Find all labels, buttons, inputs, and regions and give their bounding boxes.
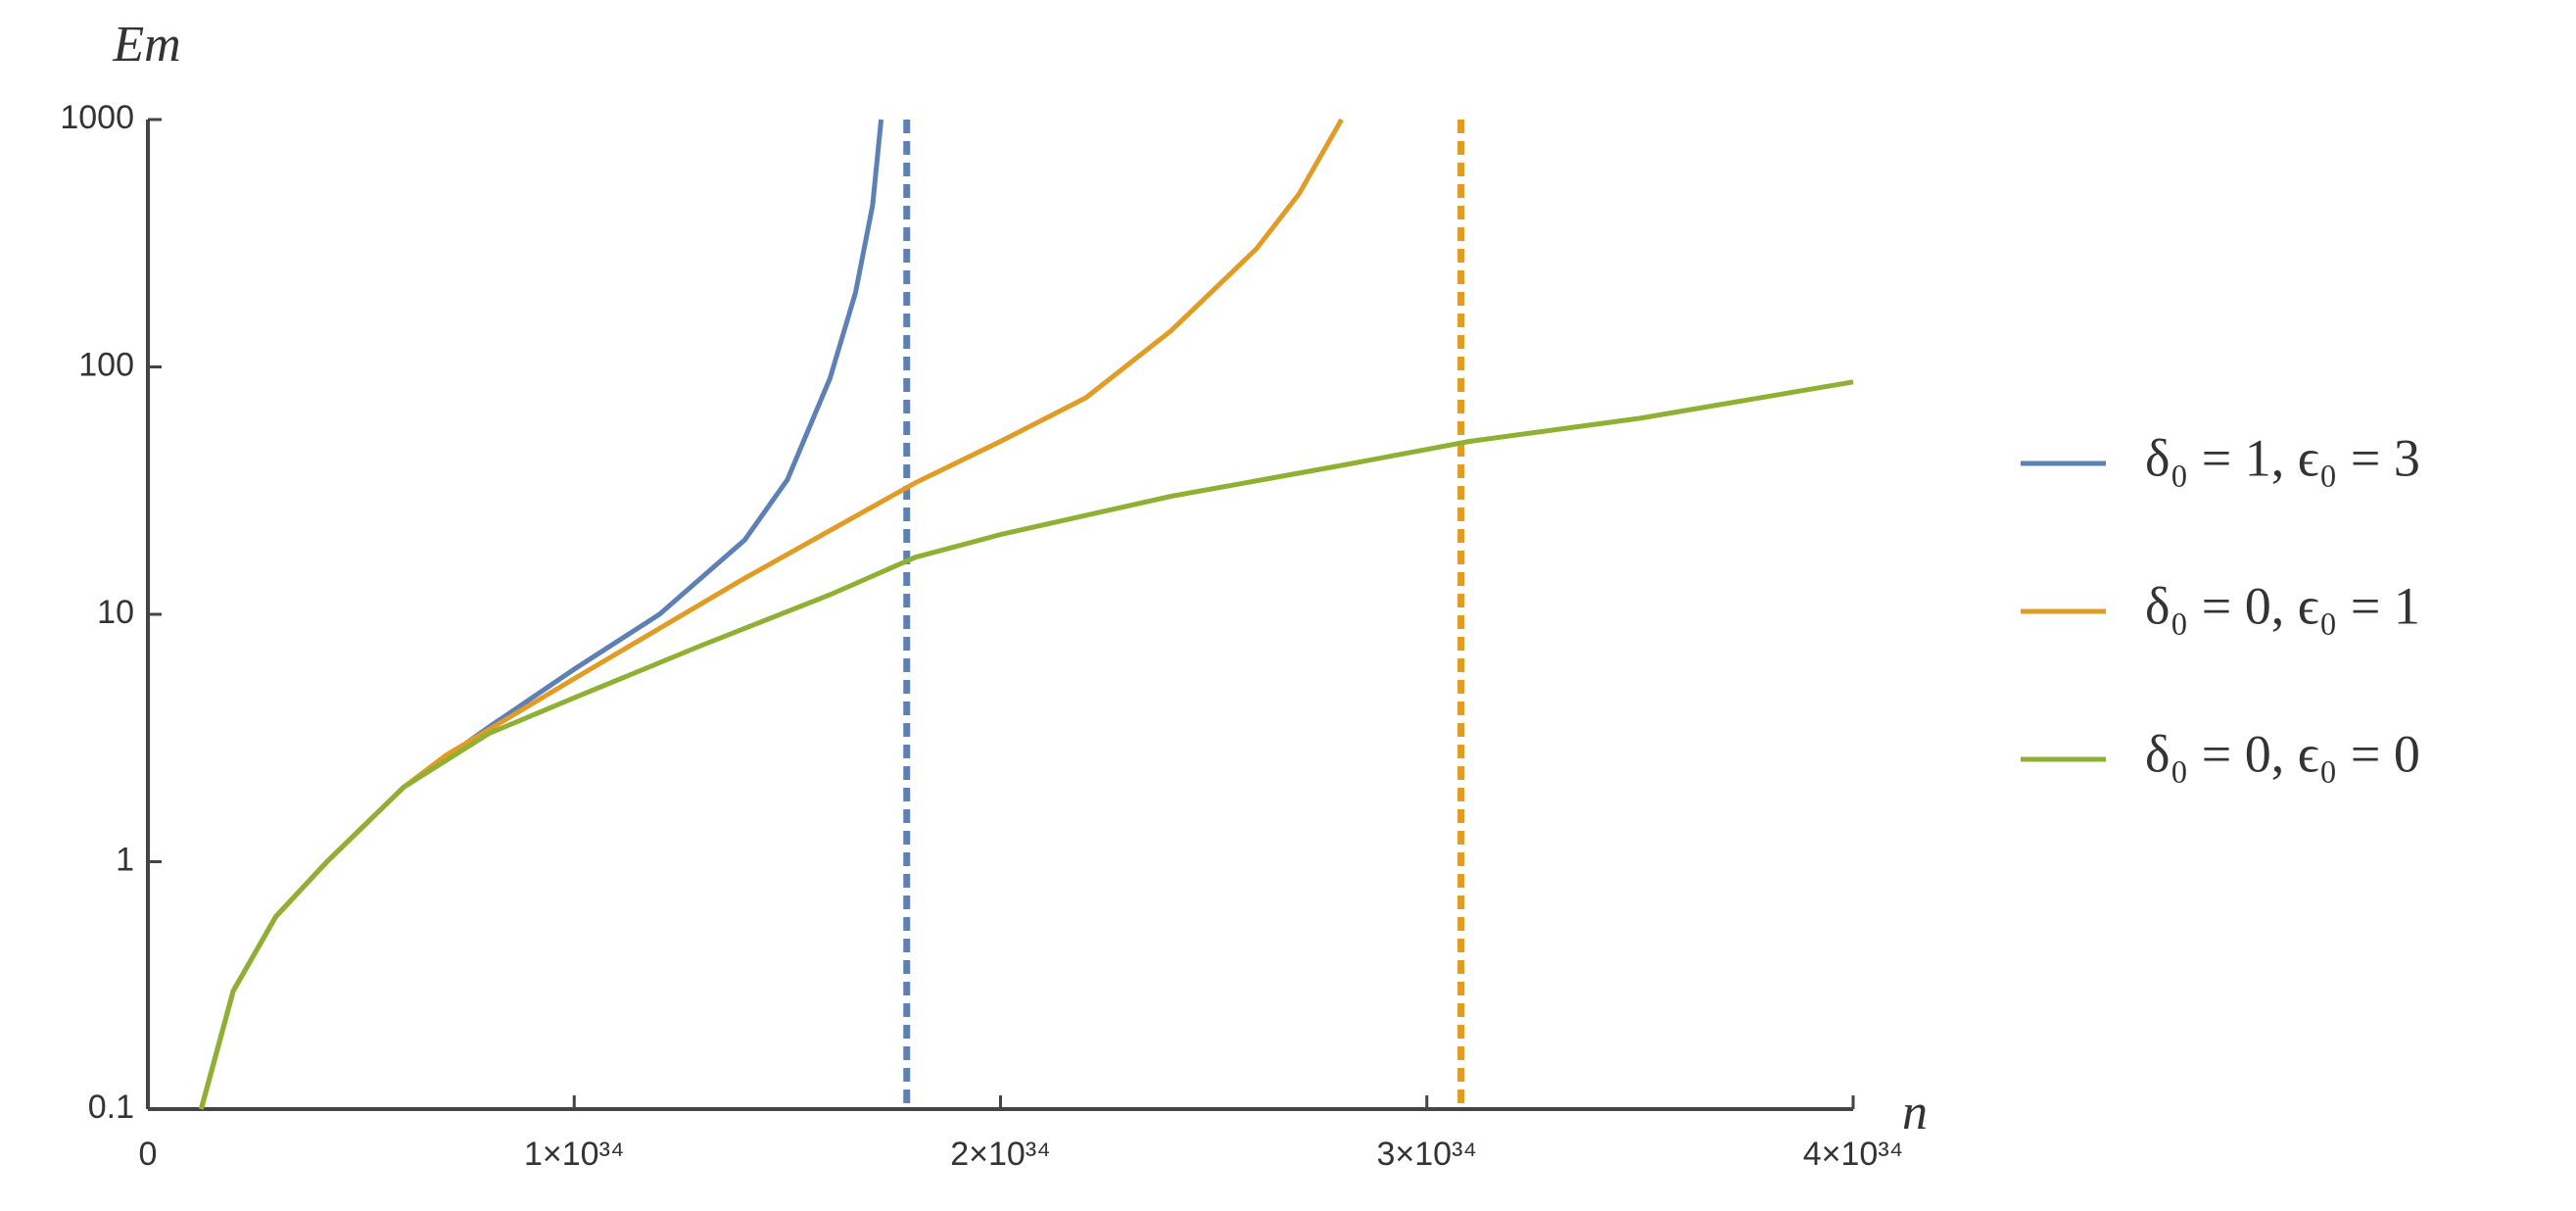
x-tick-label: 4×10³⁴	[1803, 1136, 1904, 1173]
series-line	[198, 379, 1854, 1110]
x-tick-label: 2×10³⁴	[950, 1136, 1051, 1173]
y-tick-label: 0.1	[88, 1089, 134, 1126]
y-tick-label: 1000	[60, 99, 134, 136]
y-tick-label: 100	[78, 346, 134, 383]
legend-label: δ₀ = 0, ϵ₀ = 1	[2145, 576, 2420, 635]
x-axis-label: n	[1902, 1085, 1928, 1140]
legend-label: δ₀ = 1, ϵ₀ = 3	[2145, 428, 2420, 487]
x-tick-label: 0	[139, 1136, 158, 1173]
y-tick-label: 1	[116, 841, 134, 878]
series-line	[198, 118, 1344, 1110]
y-tick-label: 10	[97, 594, 134, 631]
y-axis-label: Em	[112, 17, 180, 73]
legend-label: δ₀ = 0, ϵ₀ = 0	[2145, 724, 2420, 783]
x-tick-label: 3×10³⁴	[1376, 1136, 1477, 1173]
x-tick-label: 1×10³⁴	[524, 1136, 625, 1173]
